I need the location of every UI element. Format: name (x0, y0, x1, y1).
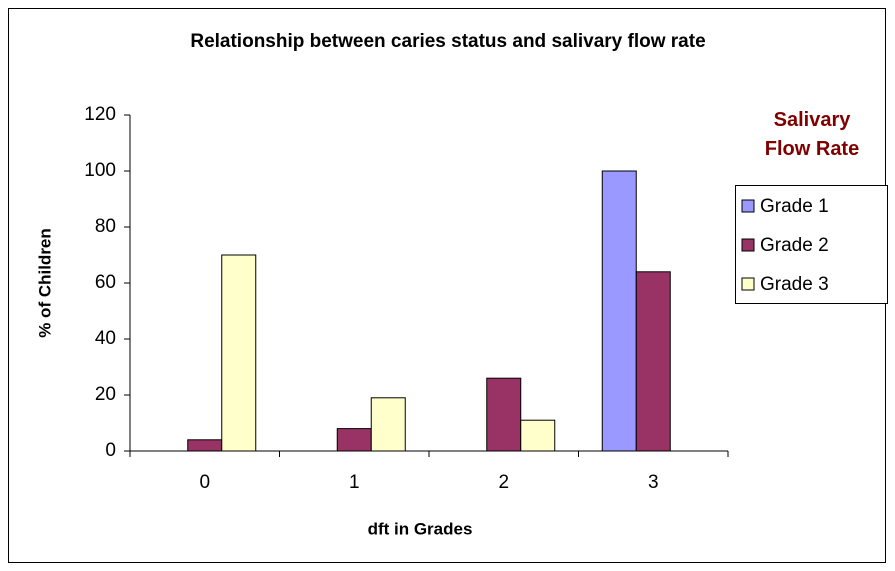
x-tick-label: 0 (199, 472, 210, 493)
bar (370, 397, 406, 452)
x-axis-label: dft in Grades (368, 519, 473, 538)
bar (486, 377, 522, 452)
bar (601, 170, 637, 452)
y-tick-label: 20 (95, 384, 116, 405)
legend-title: Salivary Flow Rate (764, 109, 860, 160)
y-tick-label: 100 (84, 160, 116, 181)
y-axis-label: % of Children (35, 228, 54, 338)
legend-label: Grade 3 (760, 274, 829, 295)
bar (520, 419, 556, 452)
bar (336, 428, 372, 452)
legend-label: Grade 2 (760, 235, 829, 256)
x-tick-label: 1 (349, 472, 360, 493)
chart-title: Relationship between caries status and s… (190, 31, 705, 52)
x-tick-label: 2 (498, 472, 509, 493)
legend-swatch (741, 199, 755, 213)
y-tick-label: 80 (95, 216, 116, 237)
bar (221, 254, 257, 452)
legend-label: Grade 1 (760, 196, 829, 217)
legend-swatch (741, 277, 755, 291)
y-tick-label: 40 (95, 328, 116, 349)
y-tick-label: 120 (84, 104, 116, 125)
bar (187, 439, 223, 452)
x-tick-label: 3 (648, 472, 659, 493)
legend-box (735, 185, 888, 304)
y-tick-label: 60 (95, 272, 116, 293)
legend-swatch (741, 238, 755, 252)
y-tick-label: 0 (105, 440, 116, 461)
bar (635, 271, 671, 452)
